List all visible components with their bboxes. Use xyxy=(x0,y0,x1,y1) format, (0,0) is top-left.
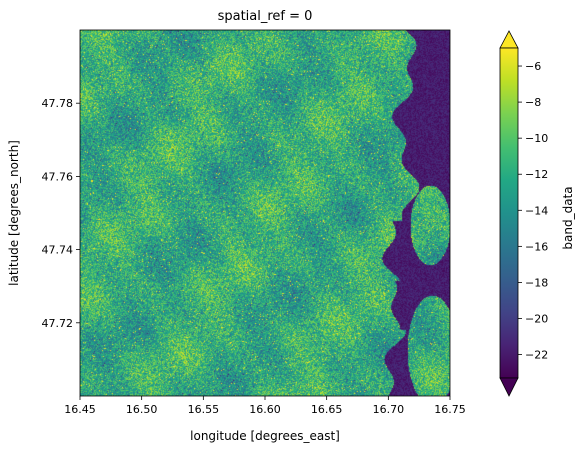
x-tick-label: 16.75 xyxy=(434,403,466,416)
colorbar-extend-bottom xyxy=(499,377,519,397)
colorbar-ticks: −22 −20 −18 −16 −14 −12 −10 −8 −6 xyxy=(518,60,548,362)
y-tick-label: 47.78 xyxy=(42,97,74,110)
y-axis: 47.72 47.74 47.76 47.78 xyxy=(42,97,80,330)
y-tick-label: 47.72 xyxy=(42,317,74,330)
colorbar-tick-label: −18 xyxy=(525,276,548,289)
x-axis: 16.45 16.50 16.55 16.60 16.65 16.70 16.75 xyxy=(64,396,466,416)
x-tick-label: 16.55 xyxy=(188,403,220,416)
heatmap-raster xyxy=(80,30,450,396)
colorbar-tick-label: −6 xyxy=(525,60,541,73)
colorbar: −22 −20 −18 −16 −14 −12 −10 −8 −6 band_data xyxy=(499,30,575,397)
colorbar-tick-label: −16 xyxy=(525,240,548,253)
x-axis-label: longitude [degrees_east] xyxy=(190,429,340,443)
colorbar-tick-label: −20 xyxy=(525,312,548,325)
colorbar-tick-label: −14 xyxy=(525,204,548,217)
y-tick-label: 47.76 xyxy=(42,170,74,183)
heatmap-raster-container xyxy=(80,30,450,396)
colorbar-tick-label: −10 xyxy=(525,132,548,145)
colorbar-tick-label: −12 xyxy=(525,168,548,181)
colorbar-label: band_data xyxy=(561,186,575,249)
x-tick-label: 16.65 xyxy=(311,403,343,416)
y-axis-label: latitude [degrees_north] xyxy=(7,140,21,286)
x-tick-label: 16.50 xyxy=(126,403,158,416)
colorbar-tick-label: −22 xyxy=(525,349,548,362)
colorbar-extend-top xyxy=(499,30,519,49)
colorbar-tick-label: −8 xyxy=(525,96,541,109)
x-tick-label: 16.45 xyxy=(64,403,96,416)
x-tick-label: 16.60 xyxy=(249,403,281,416)
chart-title: spatial_ref = 0 xyxy=(218,9,313,24)
y-tick-label: 47.74 xyxy=(42,244,74,257)
colorbar-gradient xyxy=(499,47,519,379)
x-tick-label: 16.70 xyxy=(373,403,405,416)
